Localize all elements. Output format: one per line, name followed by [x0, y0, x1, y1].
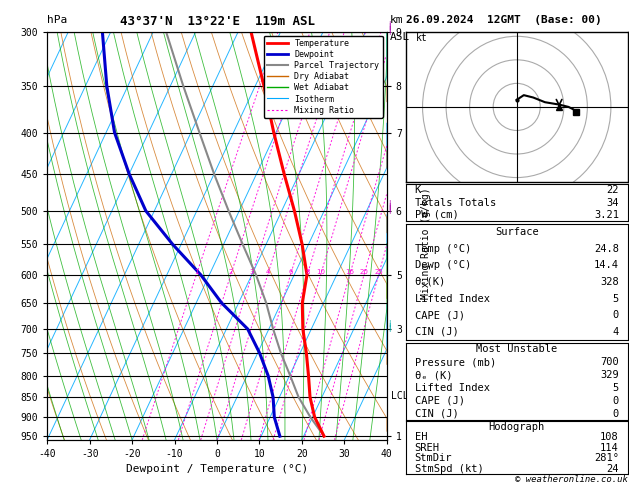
Text: 0: 0 [613, 396, 619, 406]
Text: Most Unstable: Most Unstable [476, 344, 557, 354]
Text: θₑ(K): θₑ(K) [415, 277, 446, 287]
Text: |: | [388, 205, 391, 212]
Text: Temp (°C): Temp (°C) [415, 243, 471, 254]
Text: SREH: SREH [415, 443, 440, 452]
Legend: Temperature, Dewpoint, Parcel Trajectory, Dry Adiabat, Wet Adiabat, Isotherm, Mi: Temperature, Dewpoint, Parcel Trajectory… [264, 36, 382, 118]
Text: |: | [388, 23, 391, 30]
Text: Totals Totals: Totals Totals [415, 198, 496, 208]
Text: 2: 2 [228, 269, 233, 275]
Text: Lifted Index: Lifted Index [415, 383, 489, 393]
Text: Surface: Surface [495, 227, 538, 237]
Text: 5: 5 [613, 294, 619, 304]
Text: |: | [388, 28, 391, 35]
Text: © weatheronline.co.uk: © weatheronline.co.uk [515, 474, 628, 484]
Text: |: | [388, 320, 391, 327]
Text: 16: 16 [345, 269, 354, 275]
Text: θₑ (K): θₑ (K) [415, 370, 452, 380]
Text: |: | [388, 203, 391, 209]
Text: 24.8: 24.8 [594, 243, 619, 254]
Text: EH: EH [415, 432, 427, 442]
Text: Hodograph: Hodograph [489, 422, 545, 432]
Text: CAPE (J): CAPE (J) [415, 396, 465, 406]
Text: 3: 3 [250, 269, 254, 275]
Text: 4: 4 [613, 327, 619, 337]
Text: 43°37'N  13°22'E  119m ASL: 43°37'N 13°22'E 119m ASL [120, 15, 314, 28]
Text: 10: 10 [316, 269, 325, 275]
Text: 4: 4 [265, 269, 270, 275]
Text: CAPE (J): CAPE (J) [415, 310, 465, 320]
Text: |: | [388, 323, 391, 330]
Text: ASL: ASL [390, 32, 410, 42]
Text: 6: 6 [288, 269, 292, 275]
Text: 22: 22 [606, 185, 619, 195]
Text: |: | [388, 200, 391, 207]
Text: CIN (J): CIN (J) [415, 327, 459, 337]
Text: hPa: hPa [47, 15, 67, 25]
Text: 34: 34 [606, 198, 619, 208]
Text: 328: 328 [600, 277, 619, 287]
Text: 114: 114 [600, 443, 619, 452]
Text: Dewp (°C): Dewp (°C) [415, 260, 471, 270]
Text: 1: 1 [194, 269, 199, 275]
Text: 8: 8 [305, 269, 309, 275]
X-axis label: Dewpoint / Temperature (°C): Dewpoint / Temperature (°C) [126, 465, 308, 474]
Text: PW (cm): PW (cm) [415, 210, 459, 220]
Text: K: K [415, 185, 421, 195]
Text: 24: 24 [606, 464, 619, 473]
Text: Lifted Index: Lifted Index [415, 294, 489, 304]
Text: |: | [388, 21, 391, 28]
Text: 20: 20 [360, 269, 369, 275]
Text: CIN (J): CIN (J) [415, 409, 459, 419]
Text: 26.09.2024  12GMT  (Base: 00): 26.09.2024 12GMT (Base: 00) [406, 15, 601, 25]
Text: StmSpd (kt): StmSpd (kt) [415, 464, 483, 473]
Text: 5: 5 [613, 383, 619, 393]
Text: 3.21: 3.21 [594, 210, 619, 220]
Text: |: | [388, 326, 391, 332]
Text: kt: kt [416, 33, 427, 43]
Text: |: | [388, 208, 391, 214]
Text: Mixing Ratio (g/kg): Mixing Ratio (g/kg) [421, 187, 431, 299]
Text: 329: 329 [600, 370, 619, 380]
Text: 108: 108 [600, 432, 619, 442]
Text: 25: 25 [374, 269, 383, 275]
Text: 14.4: 14.4 [594, 260, 619, 270]
Text: 700: 700 [600, 357, 619, 367]
Text: |: | [388, 26, 391, 33]
Text: 281°: 281° [594, 453, 619, 463]
Text: LCL: LCL [391, 391, 409, 401]
Text: km: km [390, 15, 403, 25]
Text: StmDir: StmDir [415, 453, 452, 463]
Text: 0: 0 [613, 409, 619, 419]
Text: 0: 0 [613, 310, 619, 320]
Text: Pressure (mb): Pressure (mb) [415, 357, 496, 367]
